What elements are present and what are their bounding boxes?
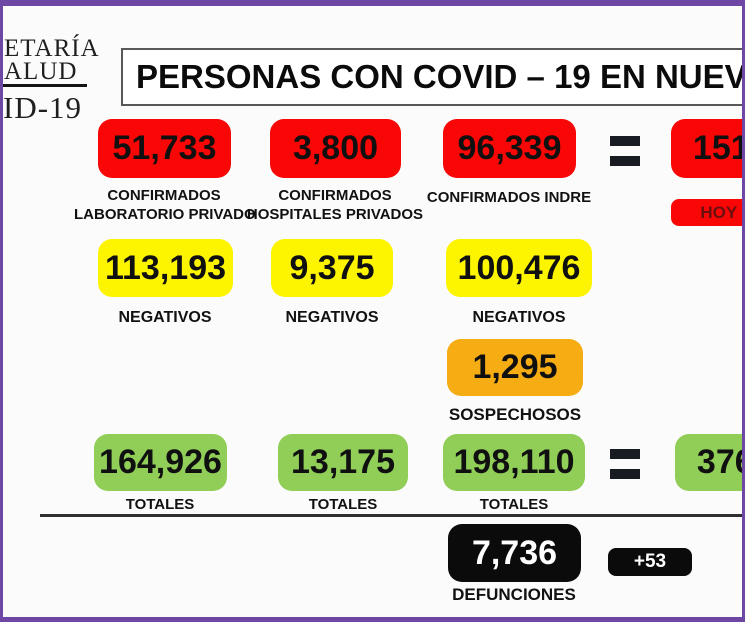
confirmed-private-lab-label: CONFIRMADOS LABORATORIO PRIVADO <box>74 186 256 224</box>
totals-private-hospitals-value: 13,175 <box>278 434 408 491</box>
deaths-label: DEFUNCIONES <box>452 585 576 604</box>
section-divider <box>40 514 742 517</box>
confirmed-private-hospitals-value: 3,800 <box>270 119 401 178</box>
confirmed-indre-label: CONFIRMADOS INDRE <box>426 189 592 206</box>
equals-bar-top <box>610 449 640 459</box>
confirmed-private-lab-value: 51,733 <box>98 119 231 178</box>
negatives-private-lab-value: 113,193 <box>98 239 233 297</box>
logo-text-covid19: ID-19 <box>3 90 83 125</box>
logo-text-line1: ETARÍA <box>4 35 100 62</box>
logo-text-line2: ALUD <box>4 58 78 85</box>
negatives-label-3: NEGATIVOS <box>472 309 566 326</box>
equals-icon <box>610 449 640 479</box>
negatives-label-1: NEGATIVOS <box>118 309 212 326</box>
deaths-value: 7,736 <box>448 524 581 582</box>
equals-bar-bottom <box>610 469 640 479</box>
label-line: CONFIRMADOS <box>107 187 221 204</box>
equals-bar-top <box>610 136 640 146</box>
confirmed-indre-value: 96,339 <box>443 119 576 178</box>
totals-indre-value: 198,110 <box>443 434 585 491</box>
totals-label-3: TOTALES <box>479 496 549 513</box>
totals-private-lab-value: 164,926 <box>94 434 227 491</box>
totals-label-1: TOTALES <box>125 496 195 513</box>
label-line: LABORATORIO PRIVADO <box>74 206 256 223</box>
logo-underline <box>3 84 87 87</box>
label-line: CONFIRMADOS <box>278 187 392 204</box>
grand-total-value: 376, <box>675 434 742 491</box>
negatives-indre-value: 100,476 <box>446 239 592 297</box>
page-title: PERSONAS CON COVID – 19 EN NUEVO L <box>136 58 745 95</box>
label-line: HOSPITALES PRIVADOS <box>246 206 424 223</box>
suspected-value: 1,295 <box>447 339 583 396</box>
deaths-delta-badge: +53 <box>608 548 692 576</box>
confirmed-sum-value: 151, <box>671 119 742 178</box>
negatives-private-hospitals-value: 9,375 <box>271 239 393 297</box>
suspected-label: SOSPECHOSOS <box>448 405 582 424</box>
equals-bar-bottom <box>610 156 640 166</box>
confirmed-private-hospitals-label: CONFIRMADOS HOSPITALES PRIVADOS <box>245 186 425 224</box>
totals-label-2: TOTALES <box>308 496 378 513</box>
title-banner: PERSONAS CON COVID – 19 EN NUEVO L <box>121 48 745 106</box>
today-increase-badge: HOY + <box>671 199 742 226</box>
health-ministry-logo: ETARÍA ALUD <box>4 35 100 85</box>
equals-icon <box>610 136 640 166</box>
negatives-label-2: NEGATIVOS <box>285 309 379 326</box>
